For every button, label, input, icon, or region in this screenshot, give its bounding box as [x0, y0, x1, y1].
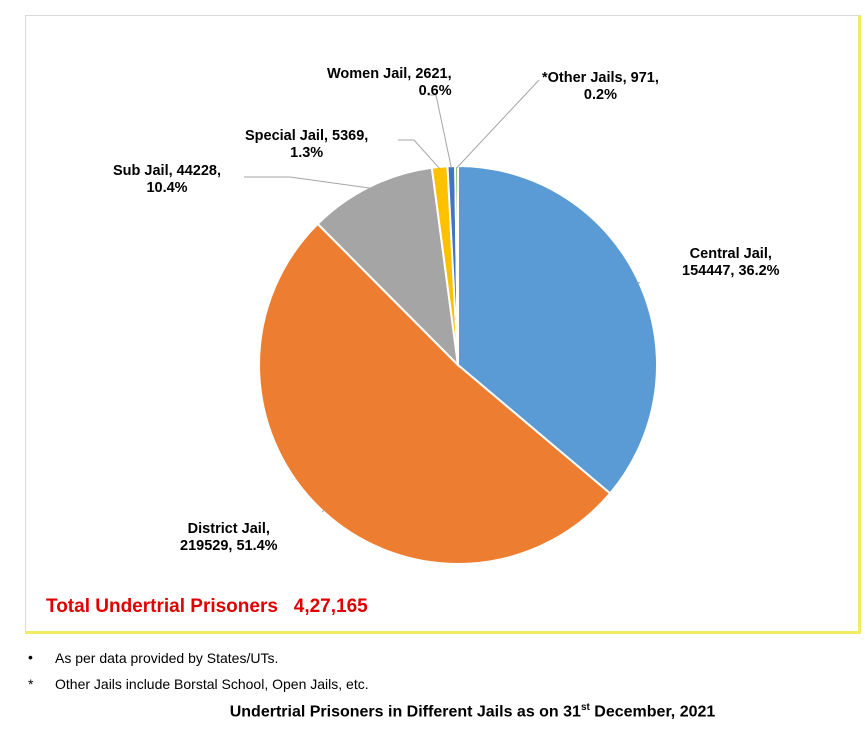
note-asterisk: *: [28, 676, 34, 692]
slice-label-other-jails: *Other Jails, 971, 0.2%: [542, 70, 659, 103]
figure-caption: Undertrial Prisoners in Different Jails …: [229, 702, 716, 721]
leader-line-sub-jail: [244, 176, 372, 189]
note-other-jails: Other Jails include Borstal School, Open…: [55, 676, 369, 692]
total-undertrial-prisoners: Total Undertrial Prisoners 4,27,165: [46, 596, 368, 617]
leader-line-central-jail: [636, 281, 641, 284]
note-bullet: •: [28, 649, 33, 665]
slice-label-women-jail: Women Jail, 2621, 0.6%: [327, 66, 452, 99]
pie-slice-sub-jail: [316, 166, 460, 368]
slice-label-special-jail: Special Jail, 5369, 1.3%: [245, 128, 369, 161]
leader-line-other-jails: [456, 79, 540, 169]
pie-slice-central-jail: [457, 164, 659, 495]
leader-line-district-jail: [321, 509, 325, 513]
leader-line-women-jail: [428, 94, 452, 169]
slice-label-district-jail: District Jail, 219529, 51.4%: [180, 521, 278, 554]
slice-label-sub-jail: Sub Jail, 44228, 10.4%: [113, 163, 222, 196]
leader-line-special-jail: [398, 139, 441, 170]
note-data-source: As per data provided by States/UTs.: [55, 650, 279, 666]
slice-label-central-jail: Central Jail, 154447, 36.2%: [682, 246, 780, 279]
